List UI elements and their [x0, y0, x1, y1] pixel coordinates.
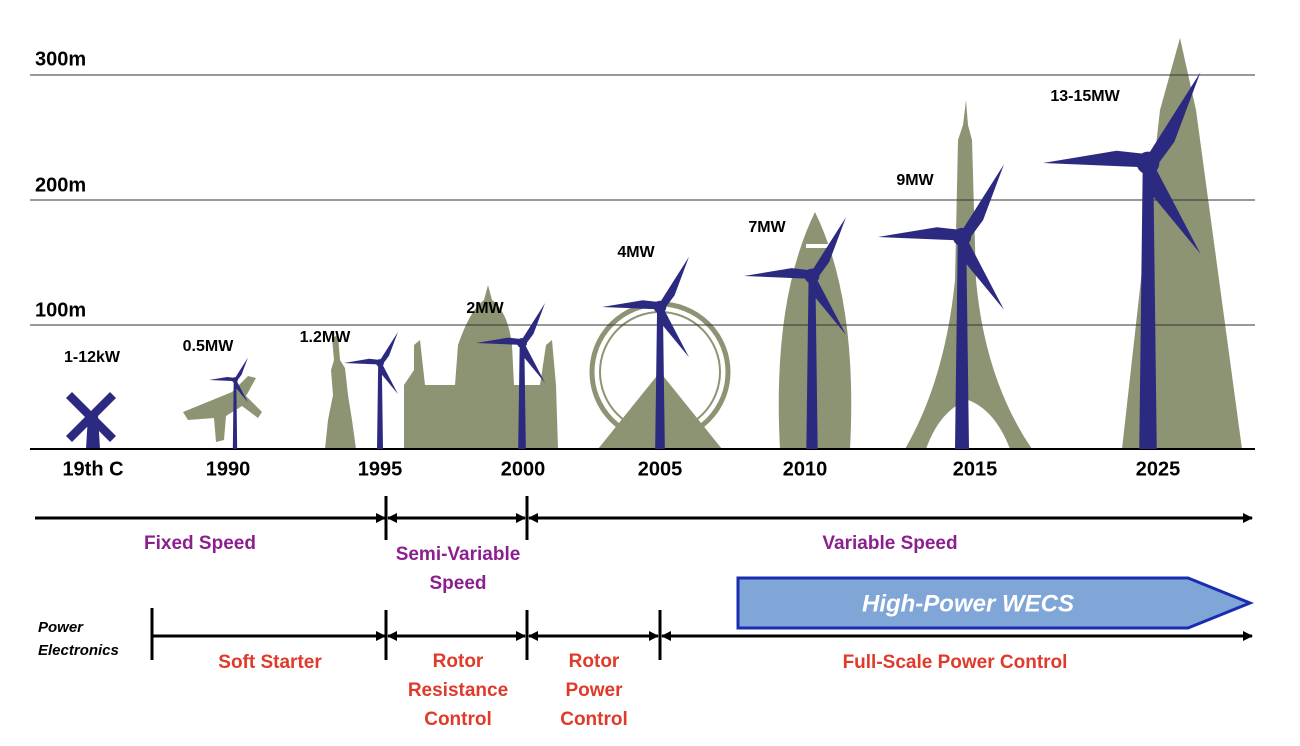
- blade: [209, 376, 235, 382]
- speed-labels: Fixed Speed Semi-Variable Speed Variable Sp…: [144, 533, 958, 594]
- tower: [655, 307, 665, 449]
- year-label: 2025: [1136, 458, 1181, 480]
- blade: [958, 164, 1004, 241]
- power-label: 1.2MW: [300, 329, 352, 346]
- pe-label: Full-Scale Power Control: [843, 652, 1068, 673]
- power-label: 7MW: [748, 219, 786, 236]
- pe-label: Control: [560, 709, 628, 730]
- blade: [1140, 160, 1201, 254]
- blade: [233, 379, 248, 403]
- blade: [520, 303, 545, 345]
- blade: [234, 357, 248, 382]
- height-label: 300m: [35, 48, 86, 70]
- blade: [809, 217, 846, 279]
- blade: [657, 256, 689, 310]
- blade: [1144, 72, 1201, 168]
- tower: [1139, 163, 1157, 449]
- hub: [653, 300, 667, 314]
- tower: [232, 380, 238, 449]
- blade: [602, 300, 660, 310]
- blade: [744, 268, 812, 279]
- tower: [955, 237, 969, 449]
- power-label: 9MW: [896, 172, 934, 189]
- speed-label: Speed: [429, 573, 486, 594]
- blade: [807, 274, 846, 335]
- year-label: 1990: [206, 458, 251, 480]
- blade: [1043, 150, 1148, 168]
- hub: [376, 359, 384, 367]
- speed-label: Fixed Speed: [144, 533, 256, 554]
- blade: [878, 227, 962, 241]
- blade: [378, 331, 398, 365]
- power-label: 2MW: [466, 300, 504, 317]
- height-grid: [30, 74, 1255, 326]
- blade: [955, 235, 1004, 310]
- year-label: 2005: [638, 458, 683, 480]
- height-label: 100m: [35, 299, 86, 321]
- hub: [952, 227, 972, 247]
- speed-label: Variable Speed: [822, 533, 957, 554]
- year-label: 2015: [953, 458, 998, 480]
- gherkin-band: [806, 244, 842, 248]
- year-label: 2000: [501, 458, 546, 480]
- pe-title: Power: [38, 619, 84, 636]
- hub: [804, 268, 820, 284]
- power-label: 1-12kW: [64, 349, 121, 366]
- windmill: [66, 392, 116, 449]
- era-labels: 19th C 1-12kW 1990 0.5MW 1995 1.2MW 2000 2MW 200…: [62, 88, 1180, 480]
- pe-label: Rotor: [569, 651, 620, 672]
- pe-label: Control: [424, 709, 492, 730]
- pe-label: Resistance: [408, 680, 508, 701]
- year-label: 2010: [783, 458, 828, 480]
- hub: [517, 338, 527, 348]
- tower: [518, 343, 526, 449]
- blade: [344, 358, 380, 365]
- blade: [655, 305, 689, 358]
- pe-label: Rotor: [433, 651, 484, 672]
- power-label: 13-15MW: [1050, 88, 1120, 105]
- tower: [377, 363, 383, 449]
- pe-label: Soft Starter: [218, 652, 322, 673]
- turbines: [209, 72, 1201, 449]
- power-label: 4MW: [617, 244, 655, 261]
- tower: [806, 276, 818, 449]
- hub: [1136, 151, 1160, 175]
- blade: [476, 337, 522, 345]
- hub: [232, 377, 238, 383]
- speed-label: Semi-Variable: [396, 544, 521, 565]
- pe-label: Power: [565, 680, 623, 701]
- blade: [518, 342, 545, 383]
- pe-title: Electronics: [38, 642, 119, 659]
- height-label: 200m: [35, 174, 86, 196]
- year-label: 1995: [358, 458, 403, 480]
- pe-labels: Soft Starter Rotor Resistance Control Rotor P…: [218, 651, 1067, 730]
- year-label: 19th C: [62, 458, 123, 480]
- power-label: 0.5MW: [183, 338, 235, 355]
- banner-arrow: [736, 576, 1255, 630]
- banner-text: High-Power WECS: [862, 590, 1074, 617]
- blade: [377, 362, 398, 395]
